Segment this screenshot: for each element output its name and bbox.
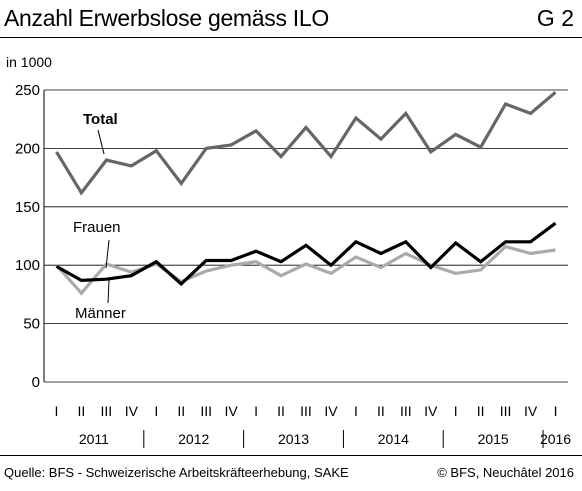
- series-line-total: [55, 91, 557, 196]
- y-tick-label: 100: [15, 257, 40, 274]
- x-tick-label: I: [554, 403, 558, 419]
- x-tick-label: II: [78, 403, 86, 419]
- x-tick-label: III: [200, 403, 212, 419]
- series-line-maenner: [55, 221, 557, 287]
- x-tick-label: III: [500, 403, 512, 419]
- x-tick-label: III: [400, 403, 412, 419]
- x-year-label: 2012: [178, 431, 209, 447]
- x-tick-label: I: [454, 403, 458, 419]
- x-tick-label: IV: [524, 403, 538, 419]
- x-tick-label: III: [300, 403, 312, 419]
- leader-line-maenner: [107, 279, 110, 304]
- x-tick-label: I: [55, 403, 59, 419]
- y-tick-label: 200: [15, 140, 40, 157]
- x-tick-label: IV: [324, 403, 338, 419]
- x-year-label: 2011: [79, 431, 109, 447]
- x-tick-label: I: [254, 403, 258, 419]
- x-tick-label: I: [354, 403, 358, 419]
- x-year-label: 2015: [478, 431, 509, 447]
- x-tick-label: IV: [225, 403, 239, 419]
- x-tick-label: II: [477, 403, 485, 419]
- copyright-note: © BFS, Neuchâtel 2016: [437, 465, 574, 480]
- header: Anzahl Erwerbslose gemäss ILO G 2: [0, 0, 582, 38]
- x-tick-label: III: [101, 403, 113, 419]
- chart-code: G 2: [536, 5, 574, 31]
- chart-title: Anzahl Erwerbslose gemäss ILO: [4, 5, 329, 31]
- series-line-frauen: [55, 244, 556, 296]
- y-axis-label: in 1000: [6, 54, 52, 70]
- source-note: Quelle: BFS - Schweizerische Arbeitskräf…: [4, 465, 349, 480]
- x-year-label: 2014: [378, 431, 409, 447]
- series-label-total: Total: [83, 111, 118, 128]
- series-label-frauen: Frauen: [73, 219, 121, 236]
- header-rule: [0, 37, 582, 38]
- y-tick-label: 50: [23, 316, 40, 333]
- x-tick-label: I: [154, 403, 158, 419]
- x-tick-label: IV: [125, 403, 139, 419]
- y-tick-label: 250: [15, 82, 40, 99]
- x-year-label: 2013: [278, 431, 309, 447]
- x-tick-label: II: [377, 403, 385, 419]
- x-tick-label: II: [277, 403, 285, 419]
- x-tick-label: II: [177, 403, 185, 419]
- y-tick-label: 150: [15, 199, 40, 216]
- footer-rule: [0, 455, 582, 456]
- series-label-maenner: Männer: [75, 305, 126, 322]
- leader-line-frauen: [105, 239, 110, 269]
- x-tick-label: IV: [424, 403, 438, 419]
- y-tick-label: 0: [32, 374, 40, 391]
- x-year-label: 2016: [540, 431, 571, 447]
- leader-line-total: [97, 129, 105, 155]
